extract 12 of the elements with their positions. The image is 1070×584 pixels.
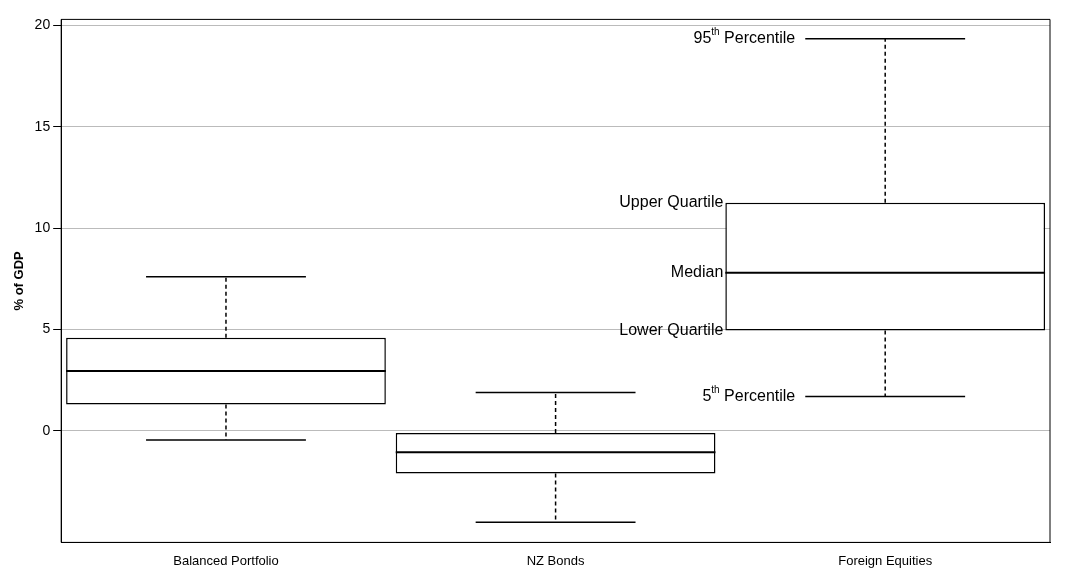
x-tick-label: NZ Bonds [526, 552, 585, 568]
y-tick-label: 0 [42, 421, 51, 438]
x-tick-label: Balanced Portfolio [173, 552, 279, 568]
annotation: Median [670, 263, 724, 281]
y-tick-label: 5 [42, 320, 51, 337]
y-tick-label: 15 [34, 117, 51, 134]
y-axis-title: % of GDP [11, 250, 27, 311]
annotation: Upper Quartile [619, 193, 724, 211]
y-tick-label: 20 [34, 16, 51, 33]
y-tick-label: 10 [34, 219, 51, 236]
annotation: Lower Quartile [619, 320, 724, 338]
x-tick-label: Foreign Equities [838, 552, 933, 568]
